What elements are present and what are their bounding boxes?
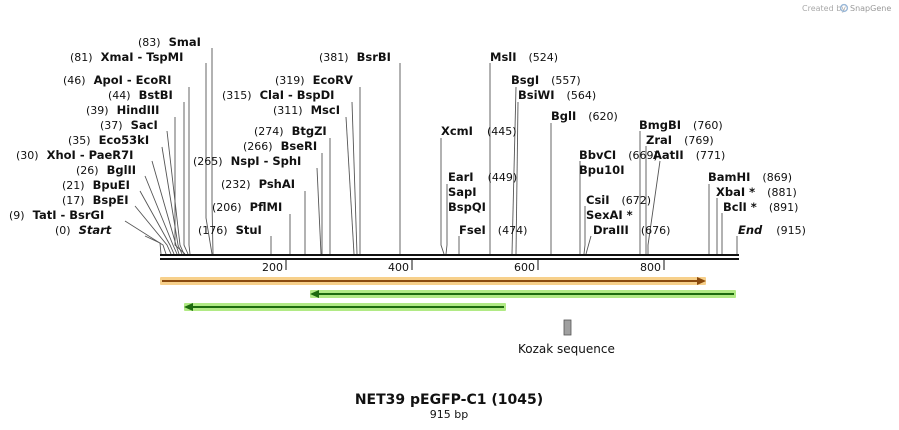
site-bpuei[interactable]: (21) BpuEI [62, 178, 130, 192]
leader-start [144, 235, 162, 255]
arrowhead-left-icon [184, 303, 193, 311]
backbone [160, 254, 739, 260]
features: Kozak sequence [160, 277, 736, 356]
tick-label-600: 600 [514, 261, 535, 274]
leader-clai [351, 101, 358, 255]
leader-bspei [134, 205, 172, 255]
site-bsrbi[interactable]: (381) BsrBI [319, 50, 391, 64]
leader-csii [583, 206, 586, 255]
leader-sphi [316, 167, 322, 255]
leader-eco53ki [161, 146, 183, 255]
site-msli[interactable]: MslI (524) [490, 50, 558, 64]
site-pshai[interactable]: (232) PshAI [221, 177, 295, 191]
leader-xcmi [440, 138, 445, 255]
credit-prefix: Created by [802, 4, 846, 13]
site-end[interactable]: End (915) [738, 223, 806, 237]
site-saci[interactable]: (37) SacI [100, 118, 158, 132]
site-xbai[interactable]: XbaI * (881) [716, 185, 797, 199]
site-bspqi[interactable]: BspQI [448, 200, 486, 214]
site-fsei[interactable]: FseI (474) [459, 223, 527, 237]
site-msci[interactable]: (311) MscI [273, 103, 340, 117]
leader-xmai [205, 63, 213, 255]
snapgene-logo-icon [839, 3, 849, 13]
leader-hindiii [174, 117, 186, 255]
leader-draiii [585, 235, 592, 255]
site-bsgi[interactable]: BsgI (557) [511, 73, 581, 87]
site-sphi[interactable]: (265) NspI - SphI [193, 154, 301, 168]
leader-smai [211, 48, 214, 255]
site-bpu10i[interactable]: Bpu10I [579, 163, 624, 177]
scale-ticks: 200 400 600 800 [262, 260, 665, 274]
leader-bstbi [183, 102, 189, 255]
site-labels: (83) SmaI (81) XmaI - TspMI (46) ApoI - Eco… [9, 35, 806, 237]
site-sexai[interactable]: SexAI * [586, 208, 633, 222]
leader-tati [124, 220, 167, 255]
site-sapi[interactable]: SapI [448, 185, 477, 199]
site-lines [124, 48, 738, 255]
site-bcli[interactable]: BclI * (891) [723, 200, 798, 214]
tick-label-800: 800 [640, 261, 661, 274]
tick-label-200: 200 [262, 261, 283, 274]
credit-brand: SnapGene [850, 4, 891, 13]
site-bglii[interactable]: (26) BglII [76, 163, 136, 177]
leader-aatii [647, 160, 661, 254]
site-smai[interactable]: (83) SmaI [138, 35, 201, 49]
site-csii[interactable]: CsiI (672) [586, 193, 651, 207]
site-start[interactable]: (0) Start [55, 223, 112, 237]
site-xcmi[interactable]: XcmI (445) [441, 124, 517, 138]
green-feature-arrow-long[interactable] [310, 290, 736, 298]
site-bstbi[interactable]: (44) BstBI [108, 88, 173, 102]
leader-saci [166, 130, 185, 255]
map-title-block: NET39 pEGFP-C1 (1045) 915 bp [355, 392, 543, 421]
site-bseri[interactable]: (266) BseRI [243, 139, 317, 153]
site-apoi[interactable]: (46) ApoI - EcoRI [63, 73, 171, 87]
arrowhead-left-icon [310, 290, 319, 298]
map-title: NET39 pEGFP-C1 (1045) [355, 392, 543, 408]
site-xhoi[interactable]: (30) XhoI - PaeR7I [16, 148, 133, 162]
leader-bglii [144, 175, 178, 255]
site-clai[interactable]: (315) ClaI - BspDI [222, 88, 334, 102]
site-bsiwi[interactable]: BsiWI (564) [518, 88, 596, 102]
site-bbvci[interactable]: BbvCI (669) [579, 148, 658, 162]
leader-xhoi [151, 160, 180, 255]
site-bgli[interactable]: BglI (620) [551, 109, 618, 123]
site-tati[interactable]: (9) TatI - BsrGI [9, 208, 104, 222]
kozak-label: Kozak sequence [518, 342, 615, 356]
site-xmai[interactable]: (81) XmaI - TspMI [70, 50, 183, 64]
kozak-feature-box[interactable] [563, 319, 572, 336]
green-feature-arrow-short[interactable] [184, 303, 506, 311]
map-subtitle: 915 bp [430, 408, 468, 421]
credit: Created by SnapGene [802, 3, 891, 13]
site-ecorv[interactable]: (319) EcoRV [275, 73, 353, 87]
site-draiii[interactable]: DraIII (676) [593, 223, 670, 237]
site-hindiii[interactable]: (39) HindIII [86, 103, 159, 117]
leader-bsgi [511, 86, 517, 255]
site-eari[interactable]: EarI (449) [448, 170, 517, 184]
site-eco53ki[interactable]: (35) Eco53kI [68, 133, 149, 147]
tick-label-400: 400 [388, 261, 409, 274]
site-pflmi[interactable]: (206) PflMI [212, 200, 282, 214]
leader-eari [445, 184, 448, 255]
leader-bpuei [139, 190, 175, 255]
site-stui[interactable]: (176) StuI [198, 223, 262, 237]
leader-apoi [188, 87, 191, 255]
site-btgzi[interactable]: (274) BtgZI [254, 124, 327, 138]
site-aatii[interactable]: AatII (771) [653, 148, 725, 162]
arrowhead-right-icon [697, 277, 706, 285]
site-bspei[interactable]: (17) BspEI [62, 193, 129, 207]
leader-msci [345, 116, 355, 255]
site-bmgbi[interactable]: BmgBI (760) [639, 118, 723, 132]
orange-feature-arrow[interactable] [160, 277, 706, 285]
site-zrai[interactable]: ZraI (769) [646, 133, 714, 147]
leader-bsiwi [515, 101, 519, 255]
site-bamhi[interactable]: BamHI (869) [708, 170, 792, 184]
